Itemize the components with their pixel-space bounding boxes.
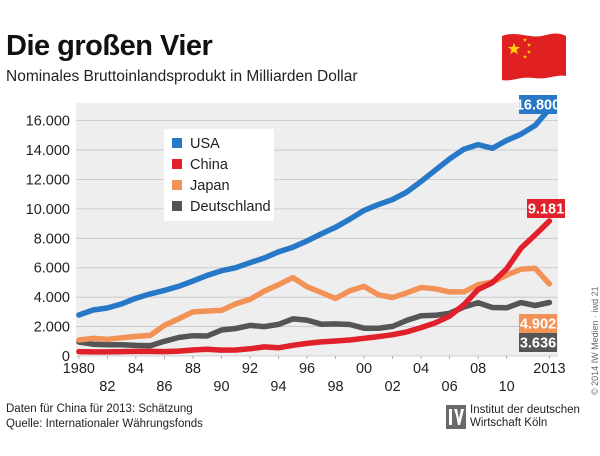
end-label-value: 3.636 <box>520 336 556 352</box>
flag-star <box>526 42 532 47</box>
legend-item-usa: USA <box>172 136 220 152</box>
plot-area <box>76 103 558 356</box>
china-flag-icon <box>502 33 566 81</box>
y-tick-label: 8.000 <box>34 231 70 247</box>
x-tick-label: 94 <box>270 379 286 395</box>
source-note-imf: Quelle: Internationaler Währungsfonds <box>6 418 203 430</box>
legend-swatch <box>172 201 182 211</box>
end-label-box <box>527 199 565 218</box>
legend-swatch <box>172 159 182 169</box>
series-line-china <box>76 218 553 355</box>
x-tick-label: 1980 <box>63 361 95 377</box>
copyright-credit: © 2014 IW Medien · iwd 21 <box>590 286 600 395</box>
x-tick-label: 96 <box>299 361 315 377</box>
end-label-box <box>519 95 557 114</box>
publisher-name: Institut der deutschen Wirtschaft Köln <box>470 404 580 430</box>
x-tick-label: 00 <box>356 361 372 377</box>
source-note-estimate: Daten für China für 2013: Schätzung <box>6 403 193 415</box>
end-label-value: 16.800 <box>516 98 560 114</box>
legend-label: USA <box>190 136 220 152</box>
series-line-deutschland <box>76 299 553 349</box>
legend-swatch <box>172 138 182 148</box>
x-tick-label: 92 <box>242 361 258 377</box>
flag-star <box>522 54 528 59</box>
publisher-line-1: Institut der deutschen <box>470 404 580 416</box>
legend-swatch <box>172 180 182 190</box>
legend-label: China <box>190 157 229 173</box>
chart-title: Die großen Vier <box>6 30 213 62</box>
y-tick-label: 2.000 <box>34 320 70 336</box>
end-label-deutschland: 3.636 <box>519 333 557 352</box>
x-tick-label: 98 <box>327 379 343 395</box>
publisher-line-2: Wirtschaft Köln <box>470 417 548 429</box>
legend-label: Japan <box>190 178 230 194</box>
y-tick-label: 0 <box>62 349 70 365</box>
end-label-japan: 4.902 <box>519 314 557 333</box>
flag-star <box>522 37 528 42</box>
x-tick-label: 2013 <box>533 361 565 377</box>
x-tick-label: 88 <box>185 361 201 377</box>
x-tick-label: 06 <box>442 379 458 395</box>
chart-subtitle: Nominales Bruttoinlandsprodukt in Millia… <box>6 68 358 85</box>
x-tick-label: 10 <box>499 379 515 395</box>
y-tick-label: 6.000 <box>34 261 70 277</box>
x-tick-label: 84 <box>128 361 144 377</box>
end-label-box <box>519 333 557 352</box>
legend: USA China Japan Deutschland <box>164 129 274 221</box>
flag-star <box>507 42 521 55</box>
end-label-value: 4.902 <box>520 317 556 333</box>
legend-label: Deutschland <box>190 199 271 215</box>
y-tick-label: 12.000 <box>26 172 70 188</box>
legend-item-japan: Japan <box>172 178 230 194</box>
flag-star <box>526 49 532 54</box>
x-tick-label: 86 <box>156 379 172 395</box>
series-line-japan <box>76 265 553 343</box>
y-tick-label: 10.000 <box>26 202 70 218</box>
y-tick-label: 4.000 <box>34 290 70 306</box>
series-line-usa <box>76 106 553 318</box>
y-tick-label: 14.000 <box>26 143 70 159</box>
x-tick-label: 04 <box>413 361 429 377</box>
end-label-china: 9.181 <box>527 199 565 218</box>
y-tick-label: 16.000 <box>26 114 70 130</box>
legend-box <box>164 129 274 221</box>
legend-item-deutschland: Deutschland <box>172 199 271 215</box>
end-label-usa: 16.800 <box>516 95 560 114</box>
x-tick-label: 08 <box>470 361 486 377</box>
iw-logo-icon <box>446 405 466 429</box>
end-label-box <box>519 314 557 333</box>
end-label-value: 9.181 <box>528 202 564 218</box>
x-tick-label: 82 <box>99 379 115 395</box>
legend-item-china: China <box>172 157 229 173</box>
x-tick-label: 02 <box>385 379 401 395</box>
x-tick-label: 90 <box>213 379 229 395</box>
